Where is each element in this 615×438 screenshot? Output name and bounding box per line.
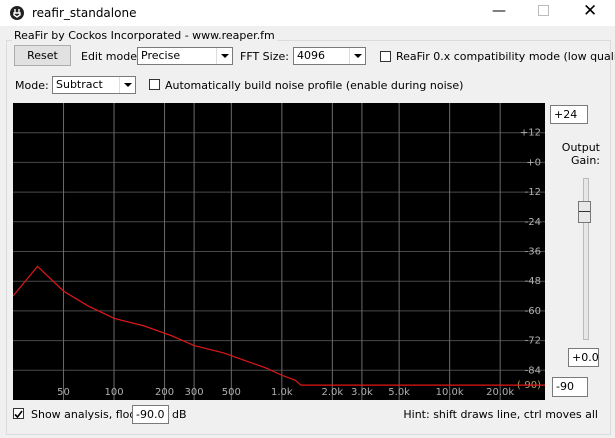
mode-value: Subtract <box>56 78 103 91</box>
title-bar: reafir_standalone — ✕ <box>0 0 615 26</box>
gain-min-input[interactable]: -90 <box>552 377 588 397</box>
x-tick-label: 20.0k <box>486 387 514 398</box>
x-tick-label: 1.0k <box>271 387 293 398</box>
x-tick-label: 10.0k <box>436 387 464 398</box>
y-tick-label: +12 <box>520 128 541 139</box>
mode-label: Mode: <box>15 79 49 92</box>
show-analysis-checkbox[interactable] <box>13 408 24 419</box>
floor-input[interactable]: -90.0 <box>132 405 169 424</box>
auto-profile-checkbox[interactable] <box>149 79 160 90</box>
close-button[interactable]: ✕ <box>583 1 598 21</box>
group-label: ReaFir by Cockos Incorporated - www.reap… <box>12 29 277 42</box>
spectrum-graph[interactable]: +12 +0 -12 -24 -36 -48 -60 -72 -84 50 100 200 300 500… <box>13 103 545 400</box>
y-tick-label: +0 <box>526 157 541 168</box>
y-tick-label: -48 <box>525 276 541 287</box>
y-tick-label: -36 <box>525 247 541 258</box>
window-title: reafir_standalone <box>32 6 137 20</box>
x-tick-label: 100 <box>104 387 123 398</box>
y-tick-label: -12 <box>525 187 541 198</box>
x-tick-label: 50 <box>57 387 70 398</box>
x-tick-label: 2.0k <box>322 387 344 398</box>
show-analysis-label: Show analysis, floor: <box>31 408 145 421</box>
minimize-button[interactable]: — <box>492 3 506 19</box>
output-gain-label: Output Gain: <box>561 141 600 167</box>
x-tick-label: 5.0k <box>388 387 410 398</box>
fft-size-dropdown[interactable]: 4096 <box>293 47 366 65</box>
x-tick-label: 3.0k <box>351 387 373 398</box>
gain-max-input[interactable]: +24 <box>550 105 588 124</box>
floor-unit: dB <box>172 408 187 421</box>
auto-profile-label: Automatically build noise profile (enabl… <box>165 79 464 92</box>
app-icon <box>10 6 24 20</box>
y-tick-label: -72 <box>525 336 541 347</box>
fft-size-label: FFT Size: <box>240 50 289 63</box>
gain-slider-thumb[interactable] <box>578 201 591 223</box>
reset-button[interactable]: Reset <box>14 45 71 66</box>
gain-slider-track[interactable] <box>583 178 589 340</box>
y-tick-label: -84 <box>525 365 541 376</box>
group-frame <box>6 40 611 435</box>
edit-mode-dropdown[interactable]: Precise <box>137 47 233 65</box>
check-mark <box>14 410 23 419</box>
maximize-button[interactable] <box>538 5 549 16</box>
x-tick-label: 300 <box>185 387 204 398</box>
fft-size-value: 4096 <box>297 49 325 62</box>
spectrum-line <box>13 265 545 386</box>
hint-text: Hint: shift draws line, ctrl moves all <box>403 408 598 421</box>
y-tick-label: -60 <box>525 306 541 317</box>
x-tick-label: 500 <box>222 387 241 398</box>
x-tick-label: 200 <box>155 387 174 398</box>
y-tick-label: -24 <box>525 217 541 228</box>
edit-mode-value: Precise <box>141 49 181 62</box>
compat-checkbox[interactable] <box>380 51 391 62</box>
edit-mode-label: Edit mode: <box>81 50 141 63</box>
mode-dropdown[interactable]: Subtract <box>52 76 136 94</box>
gain-value-input[interactable]: +0.0 <box>568 348 599 367</box>
compat-label: ReaFir 0.x compatibility mode (low quali… <box>396 50 615 63</box>
